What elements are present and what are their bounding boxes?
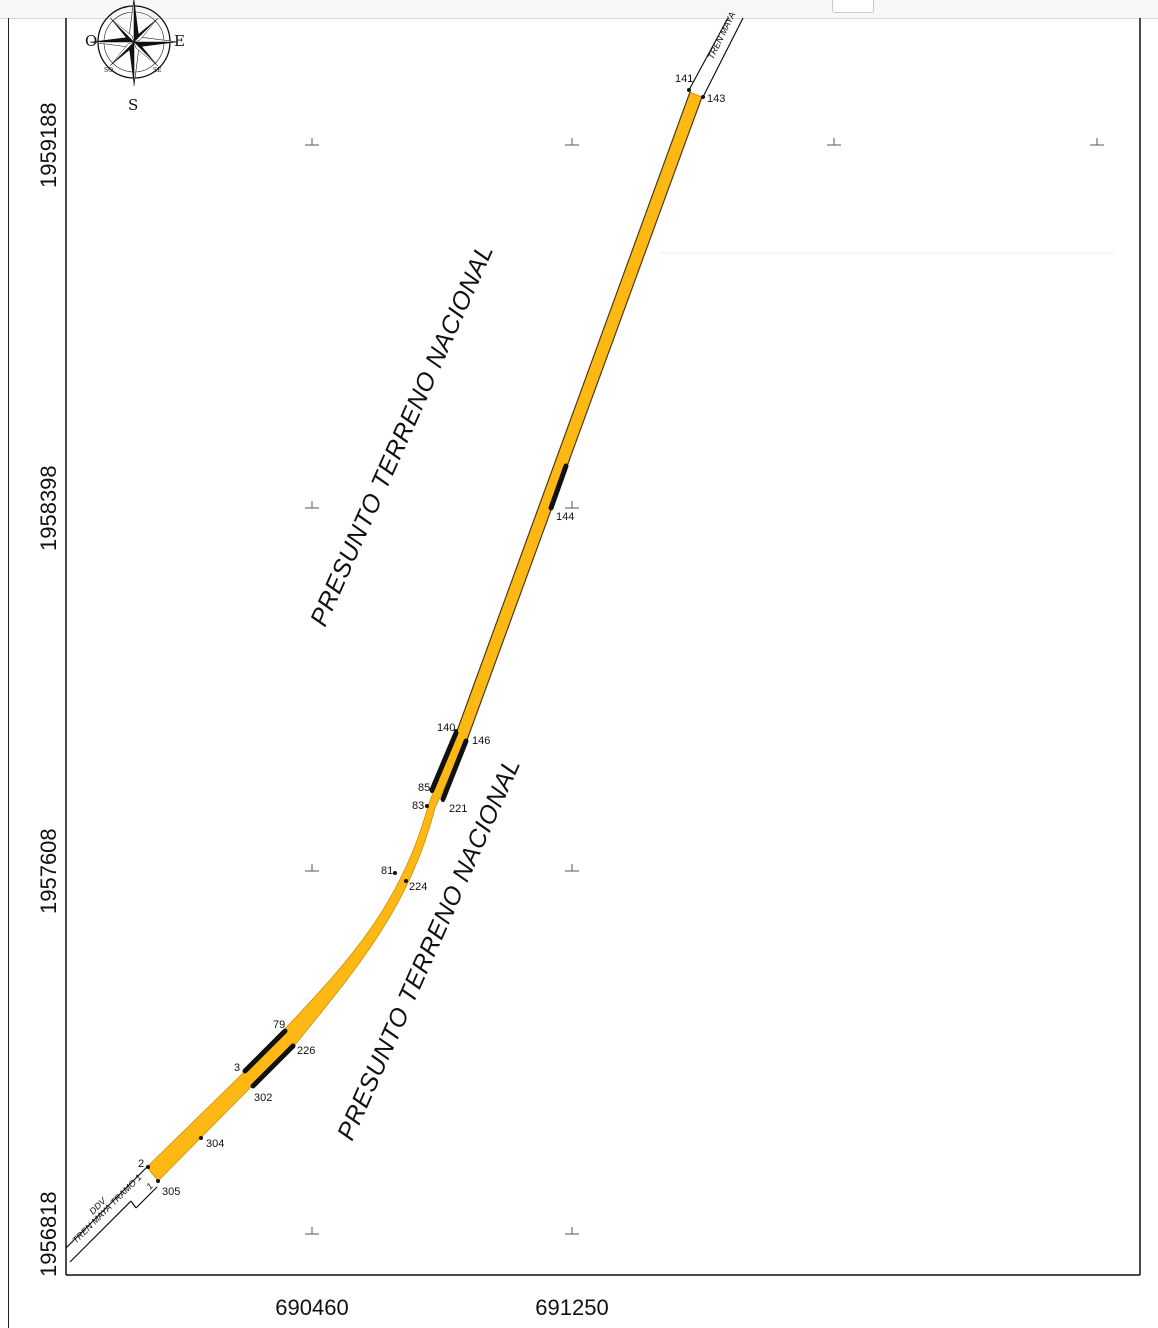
compass-east-label: E <box>174 32 185 50</box>
road-label-top: TREN MAYA <box>706 10 737 61</box>
y-tick-label: 1958398 <box>36 465 61 551</box>
road-label-main: TREN MAYA TRAMO 1 <box>70 1172 143 1245</box>
y-tick-label: 1959188 <box>36 102 61 188</box>
vertex-label: 140 <box>437 722 455 734</box>
compass-rose-icon: O E S SO SE <box>85 0 185 114</box>
x-tick-label: 690460 <box>275 1295 348 1320</box>
compass-se-label: SE <box>153 67 162 74</box>
vertex-label: 141 <box>675 73 693 85</box>
vertex-label: 302 <box>254 1092 272 1104</box>
vertex-label: 146 <box>472 735 490 747</box>
page-edge <box>8 18 9 1328</box>
zone-label-upper: PRESUNTO TERRENO NACIONAL <box>305 240 499 630</box>
right-of-way-parcel <box>146 91 703 1182</box>
ddv-road-top <box>688 17 744 98</box>
vertex-label: 224 <box>409 881 427 893</box>
vertex-label: 3 <box>234 1062 240 1074</box>
ddv-road-bottom <box>65 1165 158 1263</box>
vertex-label: 144 <box>556 511 574 523</box>
x-tick-label: 691250 <box>535 1295 608 1320</box>
parcel-edge <box>466 96 703 741</box>
vertex-label: 143 <box>707 93 725 105</box>
vertex-label: 226 <box>297 1045 315 1057</box>
parcel-edge <box>456 91 691 732</box>
viewer-toolbar <box>0 0 1158 19</box>
vertex-label: 305 <box>162 1186 180 1198</box>
vertex-label: 79 <box>273 1019 285 1031</box>
compass-west-label: O <box>85 32 97 50</box>
vertex-label: 83 <box>412 800 424 812</box>
grid-ticks <box>305 138 1104 1235</box>
y-tick-label: 1956818 <box>36 1191 61 1277</box>
road-segment-label: 1 <box>144 1181 155 1192</box>
vertex-label: 304 <box>206 1138 224 1150</box>
vertex-label: 221 <box>449 803 467 815</box>
map-frame <box>65 18 1141 1276</box>
compass-sw-label: SO <box>104 67 113 74</box>
y-tick-label: 1957608 <box>36 828 61 914</box>
compass-south-label: S <box>128 96 138 114</box>
vertex-label: 2 <box>138 1158 144 1170</box>
toolbar-button[interactable] <box>832 0 874 13</box>
boundary-segments <box>242 463 569 1089</box>
vertex-label: 81 <box>381 865 393 877</box>
vertex-points <box>146 88 705 1183</box>
vertex-label: 85 <box>418 782 430 794</box>
